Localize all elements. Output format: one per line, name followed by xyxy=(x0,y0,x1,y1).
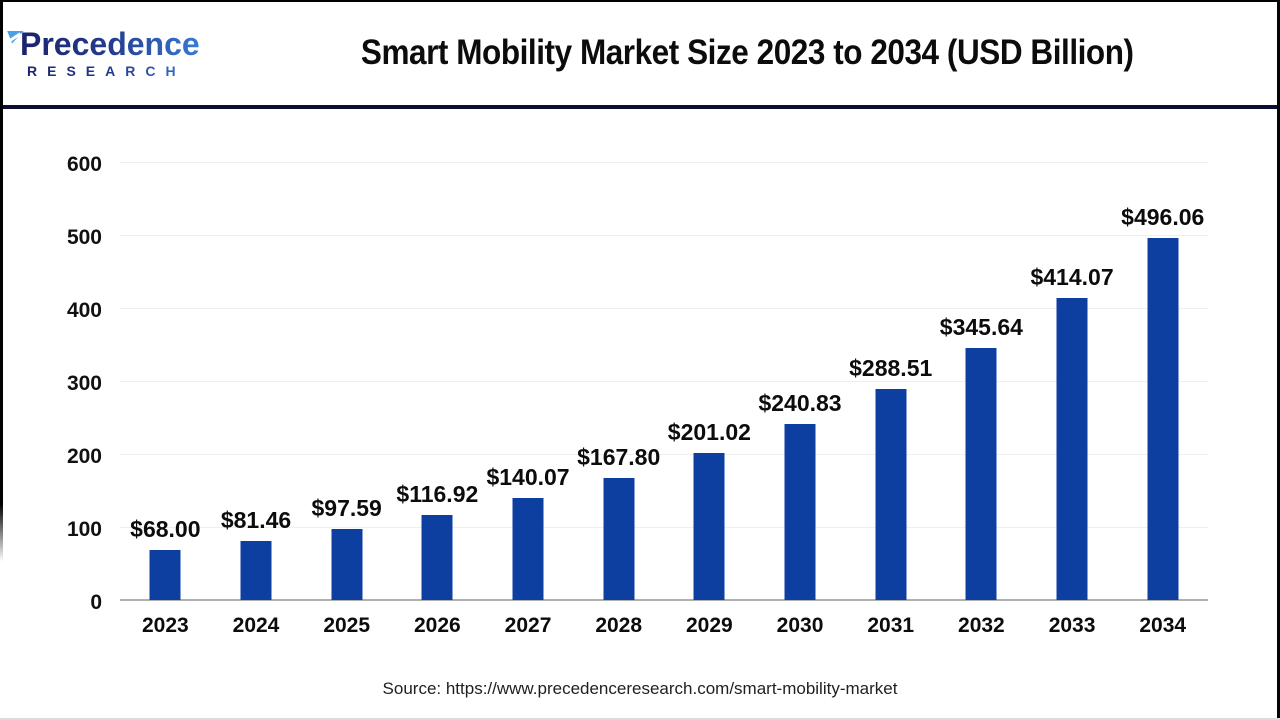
x-tick-label: 2034 xyxy=(1139,614,1187,637)
x-tick-label: 2032 xyxy=(958,614,1005,637)
header: Precedence RESEARCH Smart Mobility Marke… xyxy=(0,0,1280,105)
gridline xyxy=(120,234,1208,236)
y-axis: 0 100 200 300 400 500 600 xyxy=(30,154,102,613)
chart-title: Smart Mobility Market Size 2023 to 2034 … xyxy=(361,32,1134,72)
bar-slot: $140.07 xyxy=(483,162,574,600)
bar-slot: $414.07 xyxy=(1027,162,1118,600)
x-tick-label: 2029 xyxy=(686,614,733,637)
x-axis: 2023 2024 2025 2026 2027 2028 2029 2030 2031 2032… xyxy=(120,615,1208,636)
bar-value-label: $167.80 xyxy=(577,443,661,470)
bar-2025 xyxy=(331,528,363,600)
bar-value-label: $414.07 xyxy=(1030,263,1114,290)
x-tick-label: 2028 xyxy=(595,614,643,637)
frame-border-left xyxy=(0,0,3,720)
y-tick-label: 0 xyxy=(90,591,102,614)
bar-slot: $97.59 xyxy=(301,162,392,600)
x-tick-label: 2027 xyxy=(504,614,552,637)
logo-research-text: RESEARCH xyxy=(27,64,215,78)
bar-value-label: $201.02 xyxy=(667,419,751,446)
logo-brand-text: Precedence xyxy=(20,28,215,60)
bar-value-label: $288.51 xyxy=(849,355,933,382)
y-tick-label: 300 xyxy=(66,372,102,395)
bar-2027 xyxy=(512,497,544,600)
bar-value-label: $240.83 xyxy=(758,390,842,417)
bar-slot: $116.92 xyxy=(392,162,483,600)
title-container: Smart Mobility Market Size 2023 to 2034 … xyxy=(215,0,1280,105)
bar-2026 xyxy=(421,514,453,600)
bar-2024 xyxy=(240,540,272,600)
x-tick-label: 2026 xyxy=(413,614,461,637)
bar-value-label: $345.64 xyxy=(939,313,1023,340)
gridline xyxy=(120,380,1208,382)
x-tick-label: 2030 xyxy=(776,614,824,637)
gridline xyxy=(120,453,1208,455)
bar-2033 xyxy=(1056,297,1088,600)
source-text: Source: https://www.precedenceresearch.c… xyxy=(382,679,898,698)
gridline xyxy=(120,526,1208,528)
gridline xyxy=(120,307,1208,309)
bar-slot: $201.02 xyxy=(664,162,755,600)
y-tick-label: 400 xyxy=(66,299,102,322)
bar-2031 xyxy=(875,389,907,600)
bar-2028 xyxy=(603,477,635,600)
bar-slot: $288.51 xyxy=(845,162,936,600)
frame-border-top xyxy=(0,0,1280,2)
x-tick-label: 2024 xyxy=(232,614,280,637)
frame-border-right xyxy=(1277,0,1280,720)
bar-slot: $68.00 xyxy=(120,162,211,600)
y-tick-label: 100 xyxy=(66,518,102,541)
bar-2023 xyxy=(149,550,181,600)
bar-slot: $496.06 xyxy=(1117,162,1208,600)
bar-2032 xyxy=(965,347,997,600)
bar-2029 xyxy=(693,453,725,600)
precedence-logo: Precedence RESEARCH xyxy=(0,28,215,78)
bar-slot: $81.46 xyxy=(211,162,302,600)
x-axis-line xyxy=(120,599,1208,601)
bar-series: $68.00 $81.46 $97.59 $116.92 $140.07 $167.80 $… xyxy=(120,162,1208,600)
x-tick-label: 2023 xyxy=(141,614,189,637)
y-tick-label: 600 xyxy=(66,153,102,176)
plot-area xyxy=(120,161,1208,601)
bar-value-label: $81.46 xyxy=(220,506,292,533)
x-tick-label: 2033 xyxy=(1048,614,1096,637)
bar-slot: $345.64 xyxy=(936,162,1027,600)
x-tick-label: 2025 xyxy=(323,614,371,637)
y-tick-label: 500 xyxy=(66,226,102,249)
gridline xyxy=(120,161,1208,163)
bar-value-label: $496.06 xyxy=(1121,203,1205,230)
y-tick-label: 200 xyxy=(66,445,102,468)
bar-slot: $167.80 xyxy=(573,162,664,600)
header-divider xyxy=(0,105,1280,109)
bar-value-label: $116.92 xyxy=(396,480,479,507)
x-tick-label: 2031 xyxy=(867,614,915,637)
bar-value-label: $68.00 xyxy=(130,516,201,543)
bar-2034 xyxy=(1147,237,1179,600)
bar-slot: $240.83 xyxy=(755,162,846,600)
frame-border-bottom xyxy=(0,718,1280,720)
bar-value-label: $97.59 xyxy=(311,494,382,521)
bar-value-label: $140.07 xyxy=(486,463,570,490)
bar-2030 xyxy=(784,424,816,600)
